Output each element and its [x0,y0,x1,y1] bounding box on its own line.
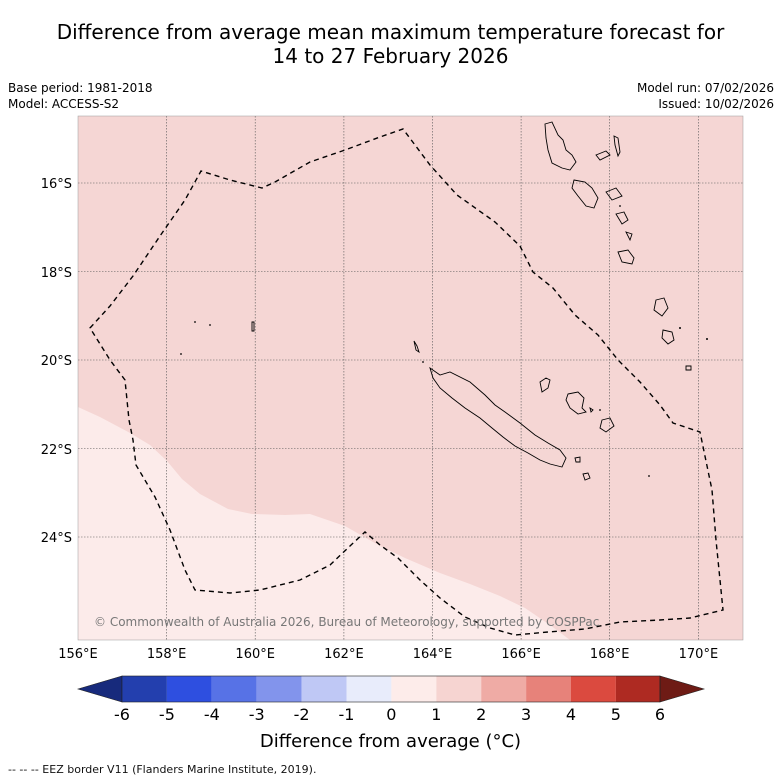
colorbar-tick-minus6: -6 [114,705,130,724]
efate-island [615,211,629,225]
lat-label-20s: 20°S [41,354,72,369]
small-islets [180,205,708,477]
colorbar-tick-1: 1 [431,705,441,724]
matthew-island [661,329,675,345]
malekula-island [571,179,599,209]
colorbar-extend-high [659,675,706,703]
colorbar-tick-minus3: -3 [249,705,265,724]
colorbar-tick-0: 0 [386,705,396,724]
graticule [78,116,743,640]
lon-label-168e: 168°E [590,647,630,662]
new-caledonia-island [429,366,567,468]
colorbar-bin-minus4-to-minus3 [211,676,257,702]
hunter-island [653,297,669,317]
colorbar-extend-low [76,675,123,703]
colorbar-bin-minus1-to-0 [346,676,392,702]
ambae-island [595,150,611,161]
lifou-island [565,391,587,415]
ouvea-island [539,377,551,393]
epi-island [605,187,623,201]
lat-label-16s: 16°S [41,177,72,192]
lat-label-24s: 24°S [41,531,72,546]
tanna-island [625,231,633,242]
colorbar-bin-4-to-5 [571,676,616,702]
issued-label: Issued: 10/02/2026 [658,97,774,111]
tiga-island [589,406,594,413]
lon-label-164e: 164°E [413,647,453,662]
model-label: Model: ACCESS-S2 [8,97,120,111]
erromango-island [617,249,635,265]
mare-island [599,417,615,433]
chart-title-line-1: Difference from average mean maximum tem… [56,20,725,44]
lon-label-166e: 166°E [501,647,541,662]
lon-label-156e: 156°E [58,647,98,662]
colorbar-bin-minus6-to-minus5 [122,676,167,702]
pentecost-island [613,135,621,158]
belep-island [413,340,420,354]
model-run-label: Model run: 07/02/2026 [636,81,774,95]
copyright-notice: © Commonwealth of Australia 2026, Bureau… [94,615,599,629]
colorbar-bin-minus5-to-minus4 [166,676,212,702]
chesterfield-reef [251,321,255,332]
lon-label-162e: 162°E [324,647,364,662]
colorbar-tick-2: 2 [476,705,486,724]
colorbar-tick-minus2: -2 [294,705,310,724]
aneityum-island [685,365,692,371]
espiritu-santo [544,121,577,171]
chart-title-line-2: 14 to 27 February 2026 [272,44,509,68]
lat-label-18s: 18°S [41,266,72,281]
colorbar-tick-minus4: -4 [204,705,220,724]
colorbar-tick-minus1: -1 [339,705,355,724]
lon-label-170e: 170°E [679,647,719,662]
colorbar-tick-5: 5 [611,705,621,724]
colorbar-tick-3: 3 [521,705,531,724]
eez-legend: -- -- -- EEZ border V11 (Flanders Marine… [8,763,317,776]
base-period-label: Base period: 1981-2018 [8,81,153,95]
colorbar-bin-3-to-4 [526,676,571,702]
map-frame [77,115,744,641]
coastlines [251,121,692,481]
colorbar-tick-minus5: -5 [159,705,175,724]
colorbar-tick-4: 4 [566,705,576,724]
colorbar-bin-minus3-to-minus2 [256,676,302,702]
colorbar-bin-minus2-to-minus1 [301,676,347,702]
colorbar-bin-0-to-1 [391,676,437,702]
eez-border [89,128,724,636]
colorbar [76,675,706,703]
lon-label-158e: 158°E [147,647,187,662]
isle-of-pines [574,456,581,463]
lat-label-22s: 22°S [41,443,72,458]
lon-label-160e: 160°E [235,647,275,662]
anomaly-region-0-to-1 [78,407,570,640]
colorbar-tick-6: 6 [655,705,665,724]
walpole-island [582,472,591,481]
colorbar-title: Difference from average (°C) [259,731,522,752]
colorbar-bin-2-to-3 [481,676,527,702]
colorbar-bin-5-to-6 [615,676,660,702]
colorbar-bin-1-to-2 [436,676,482,702]
